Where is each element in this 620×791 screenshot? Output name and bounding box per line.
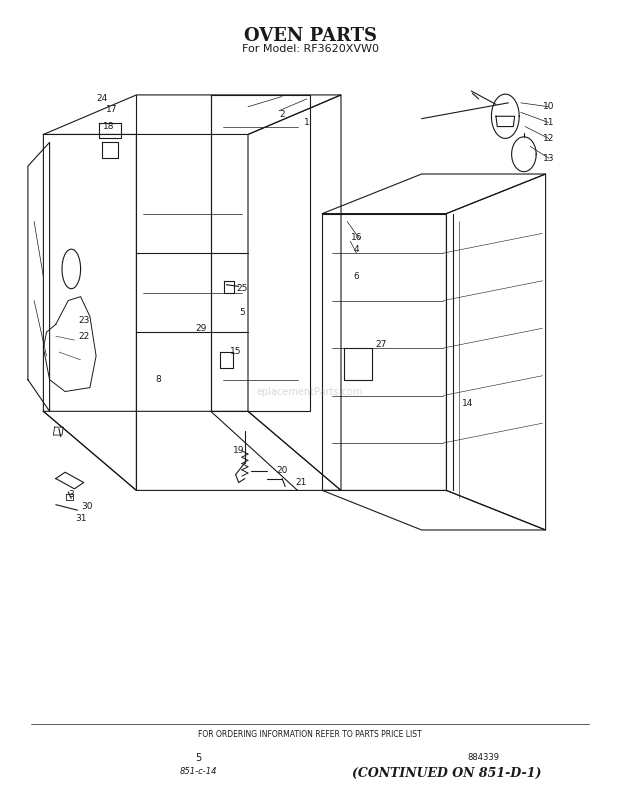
Text: 25: 25 xyxy=(236,284,247,293)
Text: 18: 18 xyxy=(103,122,114,131)
Text: OVEN PARTS: OVEN PARTS xyxy=(244,27,376,44)
Text: 27: 27 xyxy=(376,339,387,349)
Text: 4: 4 xyxy=(353,244,360,254)
Text: 19: 19 xyxy=(233,446,244,456)
Text: 3: 3 xyxy=(68,490,74,499)
Text: 12: 12 xyxy=(543,134,554,143)
Text: 6: 6 xyxy=(353,272,360,282)
Text: 22: 22 xyxy=(78,331,89,341)
Text: 15: 15 xyxy=(230,347,241,357)
Text: 24: 24 xyxy=(97,94,108,104)
Text: 884339: 884339 xyxy=(467,753,500,763)
Text: 1: 1 xyxy=(304,118,310,127)
Text: 20: 20 xyxy=(277,466,288,475)
Text: 11: 11 xyxy=(543,118,554,127)
Text: 851-c-14: 851-c-14 xyxy=(180,766,217,776)
Text: 23: 23 xyxy=(78,316,89,325)
Text: 16: 16 xyxy=(351,233,362,242)
Text: (CONTINUED ON 851-D-1): (CONTINUED ON 851-D-1) xyxy=(352,767,541,780)
Text: 30: 30 xyxy=(81,501,92,511)
Text: 29: 29 xyxy=(196,324,207,333)
Text: eplacementParts.com: eplacementParts.com xyxy=(257,387,363,396)
Text: 5: 5 xyxy=(239,308,245,317)
Text: FOR ORDERING INFORMATION REFER TO PARTS PRICE LIST: FOR ORDERING INFORMATION REFER TO PARTS … xyxy=(198,729,422,739)
Text: For Model: RF3620XVW0: For Model: RF3620XVW0 xyxy=(242,44,378,54)
Text: 21: 21 xyxy=(295,478,306,487)
Text: 2: 2 xyxy=(279,110,285,119)
Text: 5: 5 xyxy=(195,753,202,763)
Text: 13: 13 xyxy=(543,153,554,163)
Text: 10: 10 xyxy=(543,102,554,112)
Text: 8: 8 xyxy=(155,375,161,384)
Text: 31: 31 xyxy=(75,513,86,523)
Text: 14: 14 xyxy=(463,399,474,408)
Text: 17: 17 xyxy=(106,104,117,114)
